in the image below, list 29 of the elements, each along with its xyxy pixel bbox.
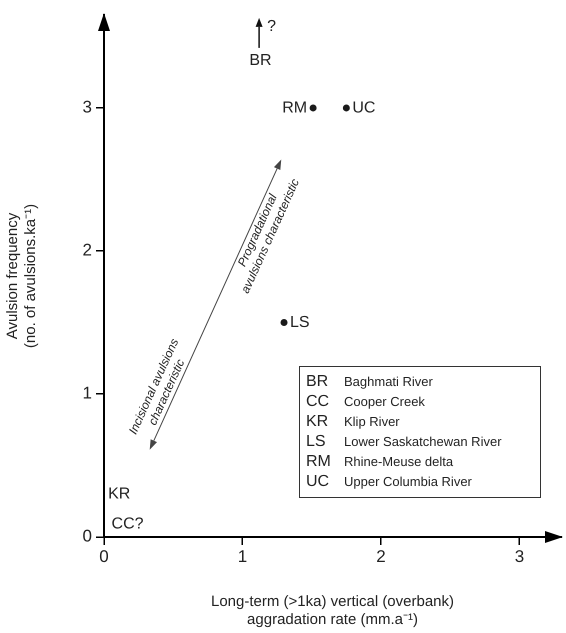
x-tick-label: 2: [376, 546, 386, 566]
annotation: LS: [290, 314, 310, 331]
annotation: Klip River: [344, 414, 401, 429]
annotation: KR: [306, 413, 330, 431]
annotation: Rhine-Meuse delta: [344, 454, 454, 469]
y-tick-label: 2: [82, 240, 92, 260]
y-tick-label: 3: [82, 98, 92, 117]
annotation: LS: [306, 433, 327, 451]
annotation: KR: [108, 486, 130, 502]
x-tick-label: 1: [238, 546, 248, 566]
x-tick-label: 3: [514, 546, 524, 566]
annotation: RM: [306, 453, 332, 471]
y-tick-label: 0: [82, 526, 92, 546]
annotation: Baghmati River: [344, 374, 434, 389]
y-tick-label: 1: [82, 384, 92, 403]
annotation: CC?: [112, 516, 144, 533]
annotation: BR: [249, 52, 272, 70]
annotation: UC: [306, 473, 330, 491]
x-axis-title: Long-term (>1ka) vertical (overbank) aggradation rate (mm.a⁻¹): [210, 593, 454, 628]
annotation: BR: [306, 373, 330, 391]
annotation: ?: [267, 18, 276, 35]
annotation: Cooper Creek: [344, 394, 426, 409]
x-tick-label: 0: [99, 546, 109, 566]
annotation: CC: [306, 393, 330, 411]
y-axis-title: Avulsion frequency (no. of avulsions.ka⁻¹): [4, 204, 40, 348]
annotation: UC: [352, 99, 376, 116]
annotation: Upper Columbia River: [344, 474, 473, 489]
annotation: Lower Saskatchewan River: [344, 434, 503, 449]
annotation: RM: [282, 99, 308, 116]
